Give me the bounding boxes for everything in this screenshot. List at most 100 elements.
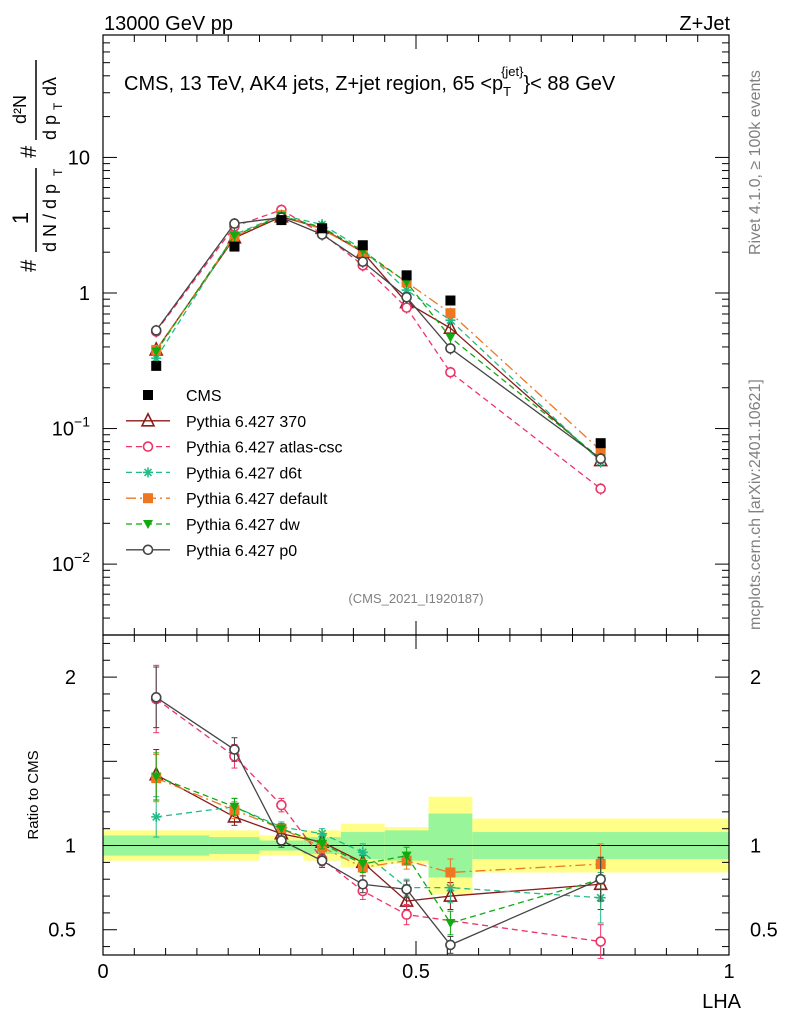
series-line — [155, 214, 602, 451]
legend-label: Pythia 6.427 default — [186, 491, 328, 508]
legend: CMS Pythia 6.427 370 Pythia 6.427 atlas-cs… — [126, 388, 343, 560]
ylabel-T-1: T — [51, 168, 65, 176]
data-point — [401, 302, 412, 313]
data-point — [227, 808, 242, 823]
rivet-version-label: Rivet 4.1.0, ≥ 100k events — [747, 70, 764, 255]
header-energy: 13000 GeV pp — [104, 13, 233, 35]
star-stroke — [446, 883, 455, 892]
data-point — [595, 453, 606, 464]
data-point — [142, 544, 154, 556]
data-point — [357, 256, 369, 268]
cms-data-point — [401, 270, 412, 281]
ratio-tick-label: 2 — [65, 667, 76, 689]
cms-data-point — [229, 241, 240, 252]
ylabel-T-2: T — [51, 102, 65, 110]
mcplots-label: mcplots.cern.ch [arXiv:2401.10621] — [747, 379, 764, 630]
chart-title: CMS, 13 TeV, AK4 jets, Z+jet region, 65 … — [124, 64, 616, 99]
analysis-id-label: (CMS_2021_I1920187) — [348, 591, 483, 606]
ratio-tick-label: 0.5 — [48, 920, 76, 942]
star-stroke — [318, 829, 327, 838]
ylabel-one: 1 — [8, 212, 33, 224]
data-point — [229, 231, 240, 241]
star-stroke — [152, 354, 161, 363]
data-point — [401, 278, 412, 288]
data-point — [276, 799, 287, 811]
data-point — [445, 867, 456, 878]
x-tick-label: 0 — [97, 961, 108, 983]
ratio-tick-label: 1 — [65, 836, 76, 858]
data-point — [143, 493, 153, 504]
x-axis-label: LHA — [702, 991, 742, 1013]
main-panel-series — [148, 204, 608, 495]
data-point — [401, 851, 412, 861]
data-point — [143, 467, 153, 478]
data-point — [151, 811, 162, 822]
legend-label: Pythia 6.427 d6t — [186, 465, 302, 482]
ratio-y-axis-label: Ratio to CMS — [25, 750, 42, 839]
series-line — [155, 216, 602, 460]
legend-label: CMS — [186, 388, 222, 405]
series-line — [155, 215, 602, 460]
cms-data-point — [595, 438, 606, 449]
ylabel-dN: d N / d p — [40, 184, 60, 252]
ratio-panel-series — [148, 664, 608, 959]
ratio-line — [155, 774, 601, 902]
data-point — [143, 520, 153, 529]
star-stroke — [402, 286, 411, 295]
x-tick-label: 1 — [723, 961, 734, 983]
data-point — [357, 878, 369, 890]
y-tick-label: 1 — [79, 283, 90, 305]
series-line — [155, 214, 602, 463]
data-point — [276, 824, 287, 834]
data-point — [316, 855, 328, 866]
data-point — [445, 333, 456, 343]
data-point — [151, 772, 162, 782]
data-point — [595, 483, 606, 495]
ratio-line — [155, 696, 601, 946]
legend-label: Pythia 6.427 370 — [186, 414, 306, 431]
data-point — [595, 936, 606, 947]
data-point — [229, 218, 240, 229]
ratio-line — [155, 777, 601, 874]
legend-label: Pythia 6.427 atlas-csc — [186, 440, 343, 457]
data-point — [317, 839, 328, 849]
series-line — [155, 209, 602, 490]
data-point — [229, 744, 240, 755]
ratio-line — [155, 775, 601, 924]
ylabel-d2N: d²N — [10, 95, 30, 124]
y-tick-label: 10−2 — [52, 549, 90, 576]
data-point — [445, 308, 456, 319]
data-point — [142, 441, 154, 452]
ratio-tick-label-right: 0.5 — [750, 920, 778, 942]
header-process: Z+Jet — [679, 13, 730, 35]
data-point — [401, 884, 412, 895]
ylabel-hash-1: # — [16, 259, 41, 272]
data-point — [143, 390, 153, 400]
cms-data-point — [276, 215, 287, 226]
legend-label: Pythia 6.427 p0 — [186, 543, 297, 560]
ylabel-dpT: d p — [40, 115, 60, 140]
data-point — [401, 291, 412, 303]
cms-data-point — [445, 295, 456, 306]
star-stroke — [152, 812, 161, 821]
data-point — [401, 909, 412, 920]
ylabel-dlambda: dλ — [40, 77, 60, 96]
y-tick-label: 10 — [68, 147, 90, 169]
data-point — [595, 873, 606, 885]
star-stroke — [358, 848, 367, 857]
data-point — [317, 828, 328, 839]
cms-data-point — [357, 240, 368, 251]
cms-data-point — [151, 360, 162, 371]
ratio-tick-label-right: 2 — [750, 667, 761, 689]
data-point — [140, 412, 156, 427]
ratio-tick-label-right: 1 — [750, 836, 761, 858]
data-point — [445, 366, 456, 378]
y-tick-label: 10−1 — [52, 414, 90, 441]
data-point — [150, 325, 162, 336]
data-point — [595, 445, 606, 456]
axis-ticks: 0 0.5 1 10−2 10−1 1 10 0.5 0.5 1 1 2 2 — [48, 34, 778, 983]
data-point — [357, 860, 368, 870]
data-point — [151, 347, 162, 357]
data-point — [445, 919, 456, 928]
data-point — [445, 343, 456, 354]
